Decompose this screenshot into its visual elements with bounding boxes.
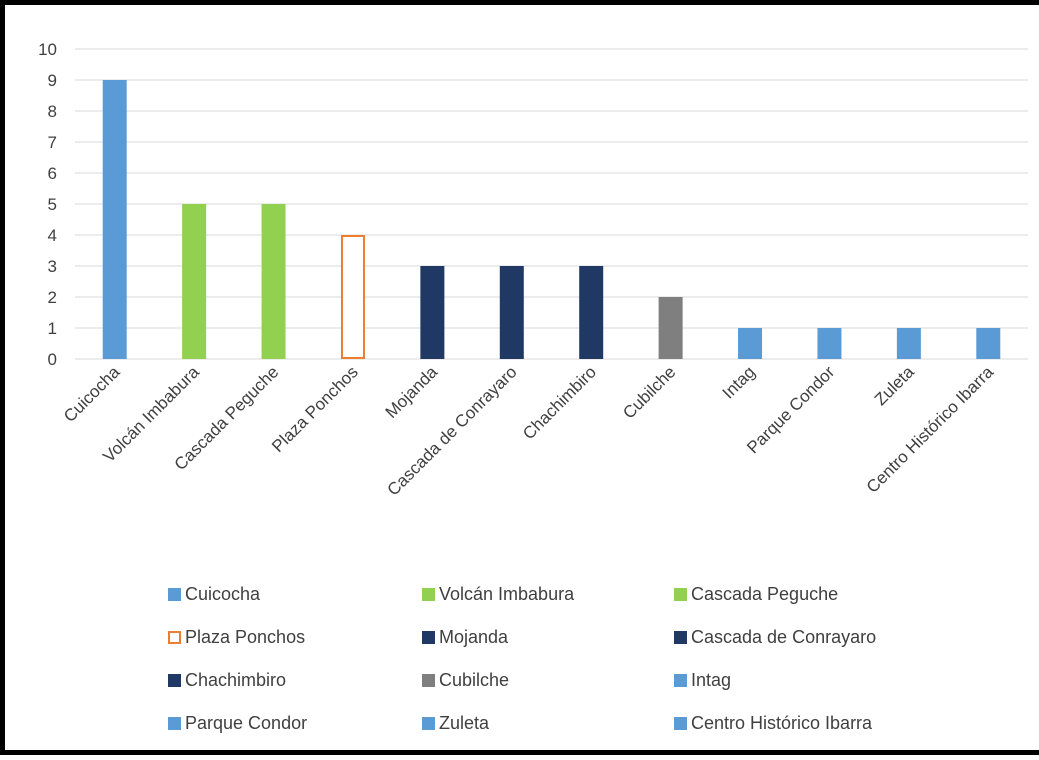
y-tick-label: 9: [48, 71, 57, 90]
legend-swatch: [674, 674, 687, 687]
legend-label: Volcán Imbabura: [439, 584, 575, 604]
bar-plaza-ponchos: [340, 235, 365, 359]
x-tick-label: Chachimbiro: [519, 362, 600, 443]
legend-label: Parque Condor: [185, 713, 307, 733]
bar-chart: 0 1 2 3 4 5 6 7 8 9 10 Cuicocha Volcán Imbabura Casc…: [38, 40, 1028, 733]
bar-intag: [738, 328, 763, 359]
bar-cuicocha: [102, 80, 127, 359]
x-tick-label: Mojanda: [382, 362, 442, 422]
y-tick-label: 3: [48, 257, 57, 276]
legend-swatch: [422, 674, 435, 687]
y-tick-label: 8: [48, 102, 57, 121]
y-tick-label: 2: [48, 288, 57, 307]
x-tick-label: Cascada de Conrayaro: [384, 362, 521, 499]
legend-swatch: [422, 588, 435, 601]
legend-label: Chachimbiro: [185, 670, 286, 690]
y-tick-label: 6: [48, 164, 57, 183]
x-tick-label: Zuleta: [871, 362, 918, 409]
y-axis-tick-labels: 0 1 2 3 4 5 6 7 8 9 10: [38, 40, 57, 369]
legend-label: Cuicocha: [185, 584, 261, 604]
x-tick-label: Cubilche: [619, 362, 679, 422]
legend-swatch: [674, 631, 687, 644]
x-tick-label: Cuicocha: [60, 362, 124, 426]
legend-label: Intag: [691, 670, 731, 690]
gridlines: [75, 48, 1028, 360]
bar-cubilche: [658, 297, 683, 359]
legend-swatch: [168, 588, 181, 601]
y-tick-label: 4: [48, 226, 57, 245]
legend-swatch: [168, 674, 181, 687]
y-tick-label: 1: [48, 319, 57, 338]
legend-swatch: [168, 631, 181, 644]
bars: [102, 80, 1001, 359]
y-tick-label: 5: [48, 195, 57, 214]
legend-swatch: [674, 588, 687, 601]
legend-label: Plaza Ponchos: [185, 627, 305, 647]
x-tick-label: Centro Histórico Ibarra: [863, 362, 998, 497]
legend-label: Mojanda: [439, 627, 509, 647]
bar-centro-hist-rico-ibarra: [976, 328, 1001, 359]
x-tick-label: Intag: [719, 362, 759, 402]
y-tick-label: 7: [48, 133, 57, 152]
bar-cascada-de-conrayaro: [499, 266, 524, 359]
bar-cascada-peguche: [261, 204, 286, 359]
legend-swatch: [674, 717, 687, 730]
legend-swatch: [422, 717, 435, 730]
legend-swatch: [168, 717, 181, 730]
legend-label: Centro Histórico Ibarra: [691, 713, 873, 733]
legend-label: Zuleta: [439, 713, 490, 733]
x-tick-label: Plaza Ponchos: [268, 362, 362, 456]
bar-mojanda: [420, 266, 445, 359]
legend-label: Cascada de Conrayaro: [691, 627, 876, 647]
legend-label: Cascada Peguche: [691, 584, 838, 604]
bar-volc-n-imbabura: [182, 204, 207, 359]
bar-parque-condor: [817, 328, 842, 359]
bar-chachimbiro: [579, 266, 604, 359]
legend: Cuicocha Volcán Imbabura Cascada Peguche Pl…: [168, 584, 876, 733]
bar-zuleta: [896, 328, 921, 359]
y-tick-label: 10: [38, 40, 57, 59]
legend-label: Cubilche: [439, 670, 509, 690]
legend-swatch: [422, 631, 435, 644]
y-tick-label: 0: [48, 350, 57, 369]
